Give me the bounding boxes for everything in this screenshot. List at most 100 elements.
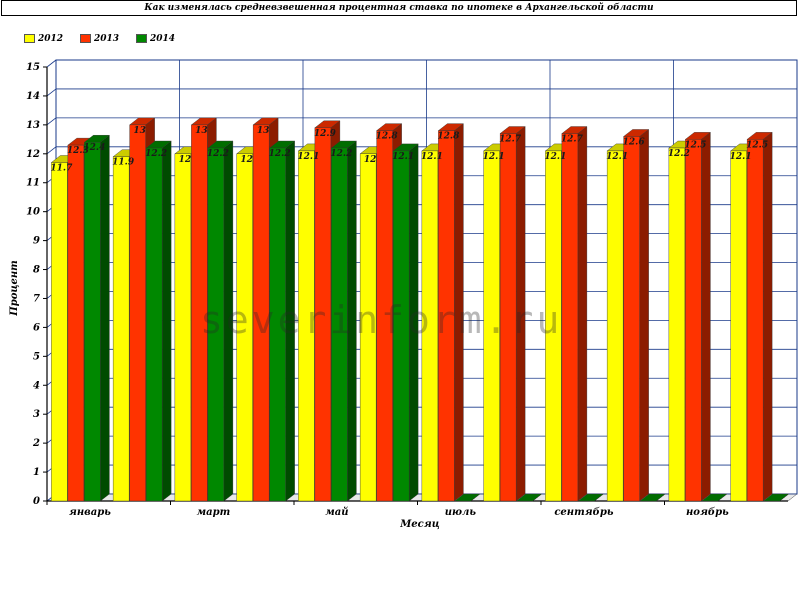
data-label: 11.7 [50, 163, 73, 173]
bar [561, 133, 579, 502]
bar-top [516, 493, 543, 502]
bar [606, 150, 624, 502]
data-label: 11.9 [112, 158, 135, 168]
legend-label: 2012 [38, 34, 64, 44]
bar [207, 147, 225, 502]
bar [314, 127, 332, 502]
bar [51, 162, 68, 502]
bar [236, 153, 253, 502]
y-tick-label: 6 [33, 322, 40, 333]
x-tick-label: июль [445, 507, 477, 518]
x-tick-label: март [197, 507, 231, 518]
bar [438, 130, 455, 502]
x-tick-label: январь [69, 507, 111, 518]
bar-top [454, 493, 481, 502]
data-label: 13 [195, 126, 208, 136]
y-tick-label: 10 [26, 207, 40, 218]
bar [67, 144, 85, 502]
data-label: 12.4 [83, 143, 105, 153]
legend-swatch [136, 34, 147, 43]
y-tick-label: 8 [33, 265, 40, 276]
data-label: 12.1 [392, 152, 414, 162]
data-label: 12.2 [145, 149, 167, 159]
bar [145, 147, 163, 502]
y-tick-label: 14 [26, 91, 40, 102]
y-tick-label: 13 [26, 120, 40, 131]
data-label: 13 [133, 126, 146, 136]
data-label: 12.1 [483, 152, 505, 162]
bar [483, 150, 500, 502]
bar [685, 139, 702, 502]
grid-line-side [46, 117, 57, 126]
legend-item: 2013 [80, 34, 119, 44]
y-tick-label: 12 [26, 149, 40, 160]
y-tick-label: 0 [33, 496, 40, 507]
y-tick-label: 15 [26, 62, 40, 73]
legend-item: 2014 [136, 34, 175, 44]
y-tick-label: 3 [33, 409, 40, 420]
bar-top [639, 493, 666, 502]
bar-side [161, 140, 172, 502]
bar [84, 142, 101, 502]
data-label: 12.1 [606, 152, 628, 162]
data-label: 12.1 [421, 152, 443, 162]
chart-title: Как изменялась средневзвешенная процентн… [1, 0, 797, 16]
bar [252, 124, 270, 502]
data-label: 12.1 [730, 152, 752, 162]
data-label: 12.3 [67, 146, 89, 156]
bar [174, 153, 192, 502]
y-tick-label: 5 [33, 351, 40, 362]
bar [545, 150, 562, 502]
bar-side [762, 131, 773, 502]
data-label: 12.5 [746, 140, 768, 150]
legend-swatch [80, 34, 91, 43]
bar [623, 136, 640, 502]
legend-label: 2013 [94, 34, 120, 44]
bar-side [701, 131, 711, 502]
y-tick-label: 1 [33, 467, 40, 478]
x-tick-label: май [325, 507, 348, 518]
watermark: severinform.ru [200, 298, 563, 342]
data-label: 12 [240, 155, 253, 165]
bar [746, 139, 764, 502]
data-label: 12.5 [684, 140, 706, 150]
x-tick-label: ноябрь [686, 507, 729, 518]
x-tick-label: сентябрь [554, 507, 613, 518]
data-label: 12.1 [297, 152, 319, 162]
data-label: 12 [364, 155, 377, 165]
bar [129, 124, 146, 502]
legend-swatch [24, 34, 35, 43]
data-label: 12.2 [269, 149, 291, 159]
bar-side [639, 129, 649, 502]
data-label: 12.9 [314, 129, 337, 139]
bar [298, 150, 315, 502]
legend-item: 2012 [24, 34, 63, 44]
data-label: 12.8 [437, 132, 460, 142]
bar [421, 150, 439, 502]
bar [376, 130, 393, 502]
bar [499, 133, 517, 502]
data-label: 13 [257, 126, 270, 136]
grid-line-side [46, 59, 57, 68]
data-label: 12.6 [623, 137, 646, 147]
bar [331, 147, 348, 502]
data-label: 12.7 [499, 135, 522, 145]
y-tick-label: 9 [33, 236, 40, 247]
y-tick-label: 11 [26, 178, 40, 189]
bar [112, 156, 130, 502]
bar [730, 150, 747, 502]
bar [392, 150, 410, 502]
x-axis-title: Месяц [399, 519, 440, 530]
grid-line-side [46, 146, 57, 155]
y-tick-label: 4 [33, 380, 40, 391]
data-label: 12.8 [376, 132, 399, 142]
data-label: 12.2 [330, 149, 352, 159]
data-label: 12 [179, 155, 192, 165]
data-label: 12.2 [668, 149, 690, 159]
y-tick-label: 7 [33, 293, 40, 304]
grid-line-side [46, 88, 57, 97]
data-label: 12.2 [207, 149, 229, 159]
bar-side [100, 134, 110, 502]
data-label: 12.7 [561, 135, 584, 145]
